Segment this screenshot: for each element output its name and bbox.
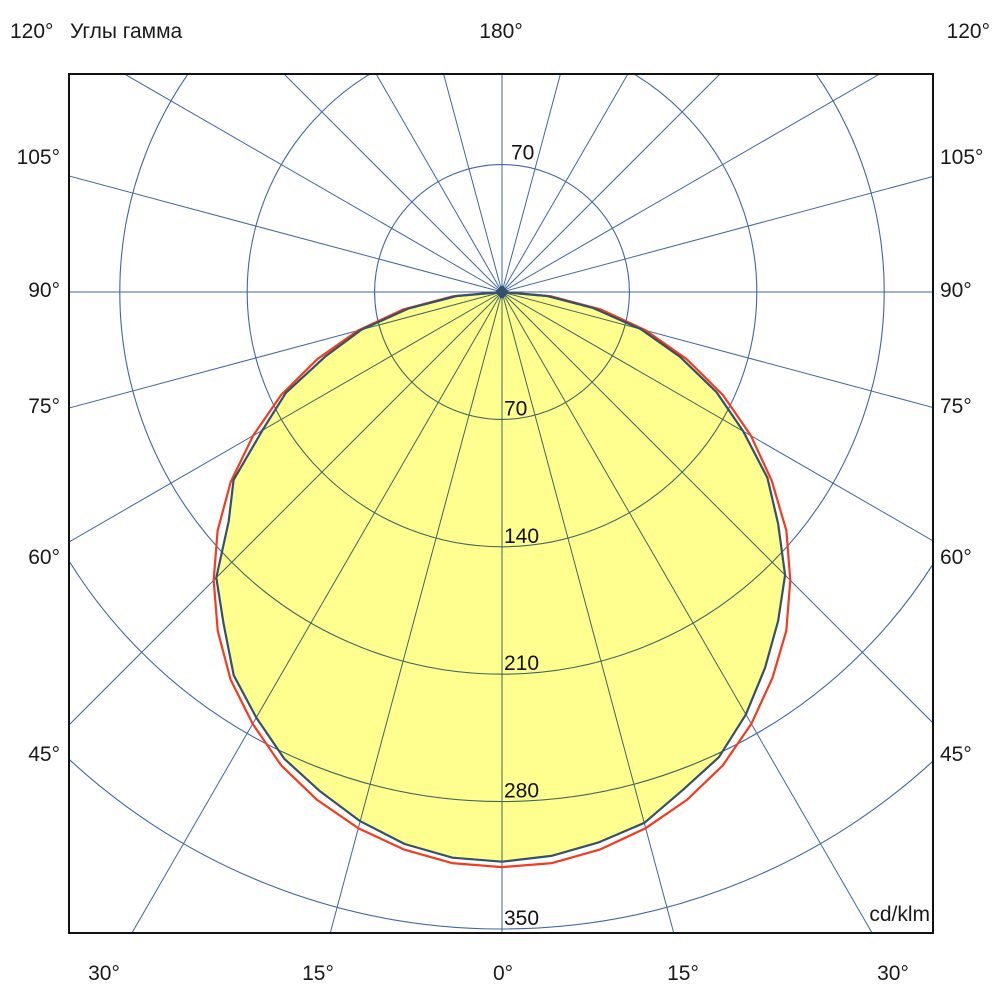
gamma-label-right-60: 60° <box>940 546 972 569</box>
gamma-label-left-90: 90° <box>28 279 60 302</box>
gamma-label-top-left-120: 120° <box>10 20 54 43</box>
gamma-label-right-75: 75° <box>940 395 972 418</box>
gamma-label-right-45: 45° <box>940 743 972 766</box>
gamma-label-bottom-left-30: 30° <box>88 962 120 985</box>
origin-marker <box>495 285 509 299</box>
ring-label-top: 70 <box>511 142 534 165</box>
gamma-label-left-75: 75° <box>28 395 60 418</box>
gamma-label-bottom-0: 0° <box>492 962 514 985</box>
gamma-label-bottom-right-30: 30° <box>877 962 909 985</box>
gamma-label-left-45: 45° <box>28 743 60 766</box>
ring-label: 280 <box>504 780 539 803</box>
gamma-label-top-right-120: 120° <box>946 20 990 43</box>
curve-c90-c270 <box>215 290 787 863</box>
ring-label: 140 <box>504 525 539 548</box>
ring-label: 210 <box>504 652 539 675</box>
chart-title: Углы гамма <box>70 20 183 43</box>
gamma-label-right-90: 90° <box>940 279 972 302</box>
curve-c0-c180 <box>212 290 792 869</box>
gamma-label-right-105: 105° <box>940 146 984 169</box>
gamma-label-bottom-left-15: 15° <box>302 962 334 985</box>
ring-label: 350 <box>504 907 539 930</box>
unit-label-cd-klm: cd/klm <box>869 903 930 926</box>
gamma-label-left-60: 60° <box>28 546 60 569</box>
plot-frame <box>68 73 934 934</box>
gamma-label-bottom-right-15: 15° <box>667 962 699 985</box>
gamma-label-top-center-180: 180° <box>479 20 523 43</box>
ring-label: 70 <box>504 397 527 420</box>
gamma-label-left-105: 105° <box>16 146 60 169</box>
intensity-area-fill <box>216 292 786 862</box>
